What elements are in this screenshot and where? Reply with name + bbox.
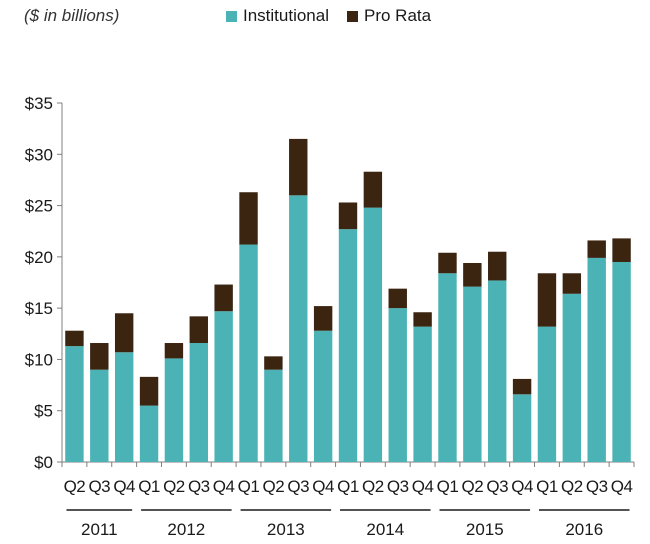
bar-pro-rata [363, 171, 383, 208]
x-category-label: Q2 [462, 477, 484, 496]
bar-pro-rata [562, 273, 582, 294]
bar-institutional [239, 244, 258, 462]
legend-swatch-institutional [226, 10, 237, 22]
bar-institutional [488, 280, 507, 462]
bar-institutional [463, 286, 482, 462]
bar-pro-rata [239, 192, 258, 245]
y-tick-label: $20 [25, 248, 53, 267]
bar-pro-rata [512, 378, 532, 395]
bar-pro-rata [264, 356, 283, 370]
x-category-label: Q4 [312, 477, 334, 496]
y-tick-label: $10 [25, 350, 53, 369]
legend-swatch-pro-rata [347, 10, 358, 22]
bar-institutional [512, 394, 532, 462]
bar-institutional [338, 229, 358, 462]
x-category-label: Q1 [238, 477, 260, 496]
y-tick-label: $30 [25, 145, 53, 164]
x-category-label: Q4 [511, 477, 533, 496]
bar-pro-rata [488, 251, 507, 281]
bar-pro-rata [313, 306, 333, 331]
bar-institutional [537, 326, 557, 462]
x-category-label: Q1 [536, 477, 558, 496]
bar-institutional [189, 343, 208, 462]
bar-institutional [90, 369, 109, 462]
x-category-label: Q1 [437, 477, 459, 496]
bar-institutional [114, 352, 134, 462]
x-category-label: Q4 [412, 477, 434, 496]
year-label: 2011 [81, 520, 118, 539]
bar-pro-rata [438, 252, 457, 274]
x-category-label: Q4 [213, 477, 235, 496]
bar-pro-rata [388, 288, 407, 309]
x-category-label: Q2 [263, 477, 285, 496]
y-tick-label: $25 [25, 197, 53, 216]
bar-institutional [214, 311, 233, 462]
legend-label-pro-rata: Pro Rata [364, 6, 432, 25]
bar-institutional [413, 326, 432, 462]
year-label: 2014 [366, 520, 404, 539]
x-category-label: Q3 [287, 477, 309, 496]
bar-pro-rata [537, 273, 557, 327]
bar-pro-rata [214, 284, 233, 312]
year-label: 2013 [267, 520, 305, 539]
bar-pro-rata [289, 138, 308, 196]
year-label: 2015 [466, 520, 504, 539]
x-category-label: Q1 [138, 477, 160, 496]
x-category-label: Q2 [64, 477, 86, 496]
legend-label-institutional: Institutional [243, 6, 329, 25]
x-category-label: Q3 [188, 477, 210, 496]
bar-institutional [139, 405, 159, 462]
bar-pro-rata [587, 240, 606, 258]
x-category-label: Q2 [362, 477, 384, 496]
x-category-label: Q3 [486, 477, 508, 496]
bar-pro-rata [139, 376, 159, 406]
bar-institutional [562, 293, 582, 462]
y-tick-label: $35 [25, 94, 53, 113]
bar-pro-rata [114, 313, 134, 353]
x-category-label: Q2 [561, 477, 583, 496]
year-label: 2012 [167, 520, 205, 539]
x-category-label: Q4 [113, 477, 135, 496]
legend-item-pro-rata: Pro Rata [347, 6, 431, 26]
bar-pro-rata [65, 330, 84, 347]
legend-item-institutional: Institutional [226, 6, 329, 26]
y-tick-label: $5 [34, 402, 53, 421]
bar-institutional [289, 195, 308, 463]
bar-pro-rata [90, 343, 109, 370]
bar-institutional [438, 273, 457, 462]
bar-institutional [388, 308, 407, 462]
bar-institutional [612, 261, 631, 462]
x-category-label: Q1 [337, 477, 359, 496]
bar-institutional [587, 257, 606, 462]
bar-pro-rata [612, 238, 631, 262]
y-tick-label: $0 [34, 453, 53, 472]
x-category-label: Q3 [586, 477, 608, 496]
x-category-label: Q3 [387, 477, 409, 496]
bar-pro-rata [463, 263, 482, 287]
legend: Institutional Pro Rata [226, 6, 431, 26]
bar-institutional [313, 330, 333, 462]
x-category-label: Q2 [163, 477, 185, 496]
y-tick-label: $15 [25, 299, 53, 318]
bar-pro-rata [189, 316, 208, 344]
bar-institutional [264, 369, 283, 462]
year-label: 2016 [565, 520, 603, 539]
bar-pro-rata [413, 312, 432, 327]
chart-subtitle: ($ in billions) [24, 6, 120, 25]
bar-pro-rata [164, 343, 184, 359]
bar-pro-rata [338, 202, 358, 230]
bar-institutional [363, 207, 383, 462]
x-category-label: Q3 [88, 477, 110, 496]
bar-institutional [164, 358, 184, 462]
bar-institutional [65, 346, 84, 462]
x-category-label: Q4 [611, 477, 633, 496]
